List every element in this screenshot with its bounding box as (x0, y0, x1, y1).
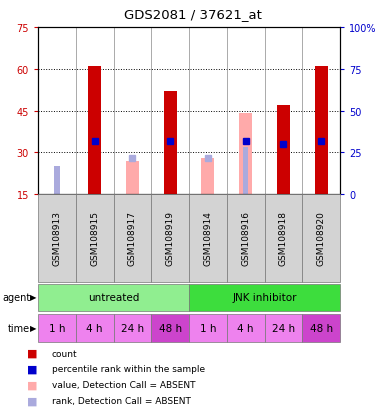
Text: JNK inhibitor: JNK inhibitor (232, 292, 297, 302)
Text: GSM108920: GSM108920 (316, 211, 326, 266)
Bar (189, 314, 227, 342)
Bar (264, 314, 302, 342)
Text: time: time (8, 323, 30, 333)
Text: GSM108917: GSM108917 (128, 211, 137, 266)
Bar (88, 67, 101, 195)
Text: ■: ■ (27, 395, 37, 405)
Bar (38, 284, 189, 311)
Text: 48 h: 48 h (159, 323, 182, 333)
Text: GSM108914: GSM108914 (203, 211, 213, 266)
Text: GDS2081 / 37621_at: GDS2081 / 37621_at (124, 8, 261, 21)
Bar (38, 195, 76, 282)
Bar (277, 106, 290, 195)
Text: count: count (52, 349, 78, 358)
Bar (302, 195, 340, 282)
Text: rank, Detection Call = ABSENT: rank, Detection Call = ABSENT (52, 396, 191, 405)
Text: agent: agent (2, 292, 30, 302)
Text: 24 h: 24 h (272, 323, 295, 333)
Bar (54, 167, 60, 195)
Bar (114, 314, 151, 342)
Text: percentile rank within the sample: percentile rank within the sample (52, 365, 205, 373)
Text: ■: ■ (27, 364, 37, 374)
Bar (76, 195, 114, 282)
Text: GSM108919: GSM108919 (166, 211, 175, 266)
Bar (315, 67, 328, 195)
Bar (239, 114, 252, 195)
Bar (114, 195, 151, 282)
Bar (76, 314, 114, 342)
Bar (126, 161, 139, 195)
Text: ■: ■ (27, 380, 37, 389)
Text: ■: ■ (27, 348, 37, 358)
Text: value, Detection Call = ABSENT: value, Detection Call = ABSENT (52, 380, 196, 389)
Bar (264, 195, 302, 282)
Bar (164, 92, 177, 195)
Bar (227, 314, 264, 342)
Text: ▶: ▶ (30, 324, 36, 333)
Text: ▶: ▶ (30, 293, 36, 302)
Text: GSM108913: GSM108913 (52, 211, 61, 266)
Bar (151, 195, 189, 282)
Text: 1 h: 1 h (200, 323, 216, 333)
Bar (243, 147, 248, 195)
Text: GSM108915: GSM108915 (90, 211, 99, 266)
Bar (201, 159, 214, 195)
Text: GSM108916: GSM108916 (241, 211, 250, 266)
Bar (227, 195, 264, 282)
Bar (38, 314, 76, 342)
Text: untreated: untreated (88, 292, 139, 302)
Bar (151, 314, 189, 342)
Text: 4 h: 4 h (238, 323, 254, 333)
Text: 4 h: 4 h (86, 323, 103, 333)
Text: 24 h: 24 h (121, 323, 144, 333)
Text: 1 h: 1 h (49, 323, 65, 333)
Bar (189, 284, 340, 311)
Text: 48 h: 48 h (310, 323, 333, 333)
Text: GSM108918: GSM108918 (279, 211, 288, 266)
Bar (302, 314, 340, 342)
Bar (189, 195, 227, 282)
